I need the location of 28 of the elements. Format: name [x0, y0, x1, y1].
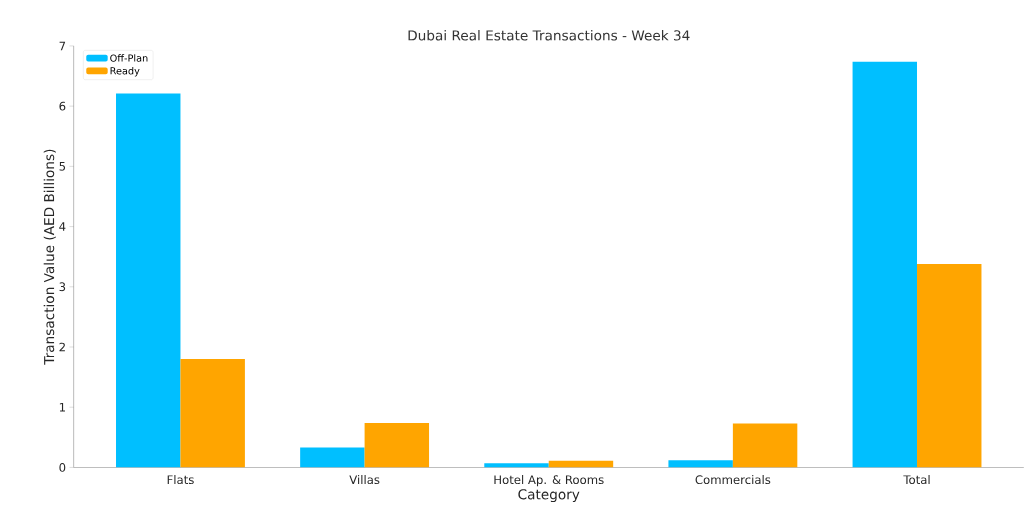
x-axis-title: Category	[518, 488, 580, 502]
y-tick-label: 7	[59, 41, 66, 51]
chart-title: Dubai Real Estate Transactions - Week 34	[408, 29, 690, 41]
x-tick-label: Villas	[349, 474, 380, 484]
bar	[668, 460, 733, 468]
y-tick-label: 2	[59, 342, 65, 352]
y-tick-label: 5	[59, 161, 66, 171]
legend-label: Ready	[110, 66, 140, 77]
y-axis-title: Transaction Value (AED Billions)	[43, 149, 56, 365]
x-tick-label: Flats	[167, 474, 194, 484]
bar	[484, 463, 549, 468]
bar	[917, 263, 982, 468]
y-tick-label: 0	[59, 462, 66, 472]
bar	[180, 358, 245, 468]
legend-label: Off-Plan	[110, 54, 148, 62]
x-tick-label: Total	[903, 474, 930, 484]
bar	[548, 460, 614, 468]
bar	[116, 93, 181, 468]
bar	[732, 423, 798, 468]
bar	[364, 422, 430, 468]
bar	[852, 61, 918, 468]
x-tick-label: Commercials	[695, 474, 771, 484]
y-tick-label: 1	[59, 402, 65, 412]
bar	[300, 447, 365, 468]
x-tick-label: Hotel Ap. & Rooms	[494, 474, 604, 487]
y-tick-label: 6	[59, 101, 66, 111]
y-tick-label: 3	[59, 282, 66, 292]
y-tick-label: 4	[59, 222, 66, 231]
